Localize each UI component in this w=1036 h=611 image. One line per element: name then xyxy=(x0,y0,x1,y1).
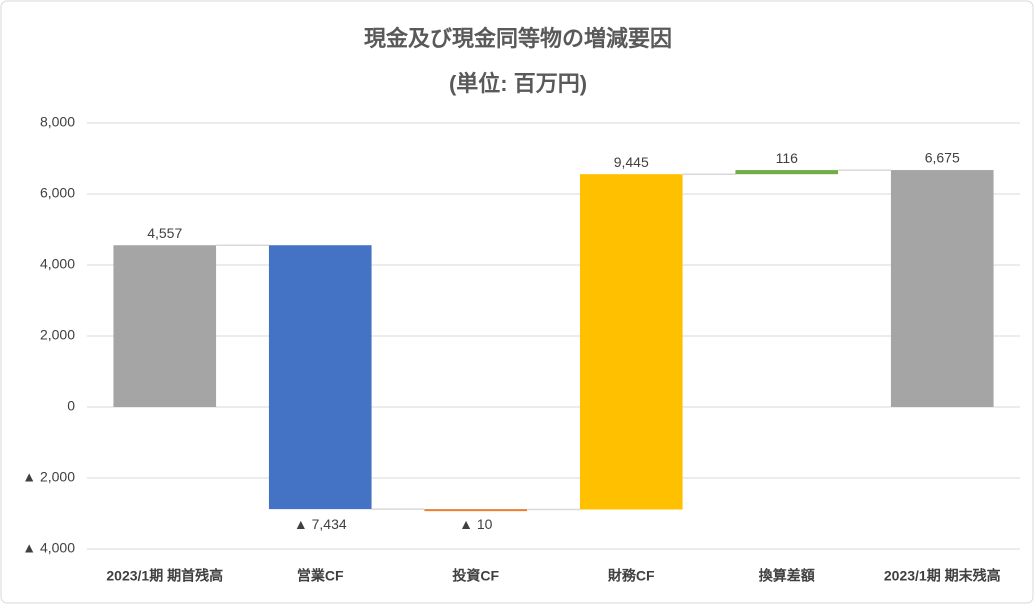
data-label: 9,445 xyxy=(614,154,649,170)
data-label: 6,675 xyxy=(925,150,960,166)
data-label: ▲ 10 xyxy=(459,516,493,532)
x-tick-label: 換算差額 xyxy=(759,568,815,584)
y-tick-label: 6,000 xyxy=(40,185,75,201)
data-label: 116 xyxy=(776,150,799,166)
y-tick-label: ▲ 4,000 xyxy=(22,540,75,556)
x-tick-label: 2023/1期 期首残高 xyxy=(106,568,223,584)
bar xyxy=(424,509,528,512)
bar xyxy=(268,245,372,510)
bar xyxy=(579,174,683,510)
y-tick-label: 0 xyxy=(67,398,75,414)
chart-subtitle: (単位: 百万円) xyxy=(449,71,587,96)
y-tick-label: ▲ 2,000 xyxy=(22,469,75,485)
bar xyxy=(113,245,217,407)
bar xyxy=(890,170,994,407)
data-label: ▲ 7,434 xyxy=(294,516,347,532)
data-label: 4,557 xyxy=(147,225,182,241)
x-tick-label: 営業CF xyxy=(297,568,344,584)
x-tick-label: 投資CF xyxy=(452,568,499,584)
bar xyxy=(735,170,839,175)
chart-title: 現金及び現金同等物の増減要因 xyxy=(364,26,672,51)
x-tick-label: 財務CF xyxy=(607,568,655,584)
x-tick-label: 2023/1期 期末残高 xyxy=(884,568,1001,584)
y-tick-label: 8,000 xyxy=(40,114,75,130)
y-tick-label: 4,000 xyxy=(40,256,75,272)
y-tick-label: 2,000 xyxy=(40,327,75,343)
